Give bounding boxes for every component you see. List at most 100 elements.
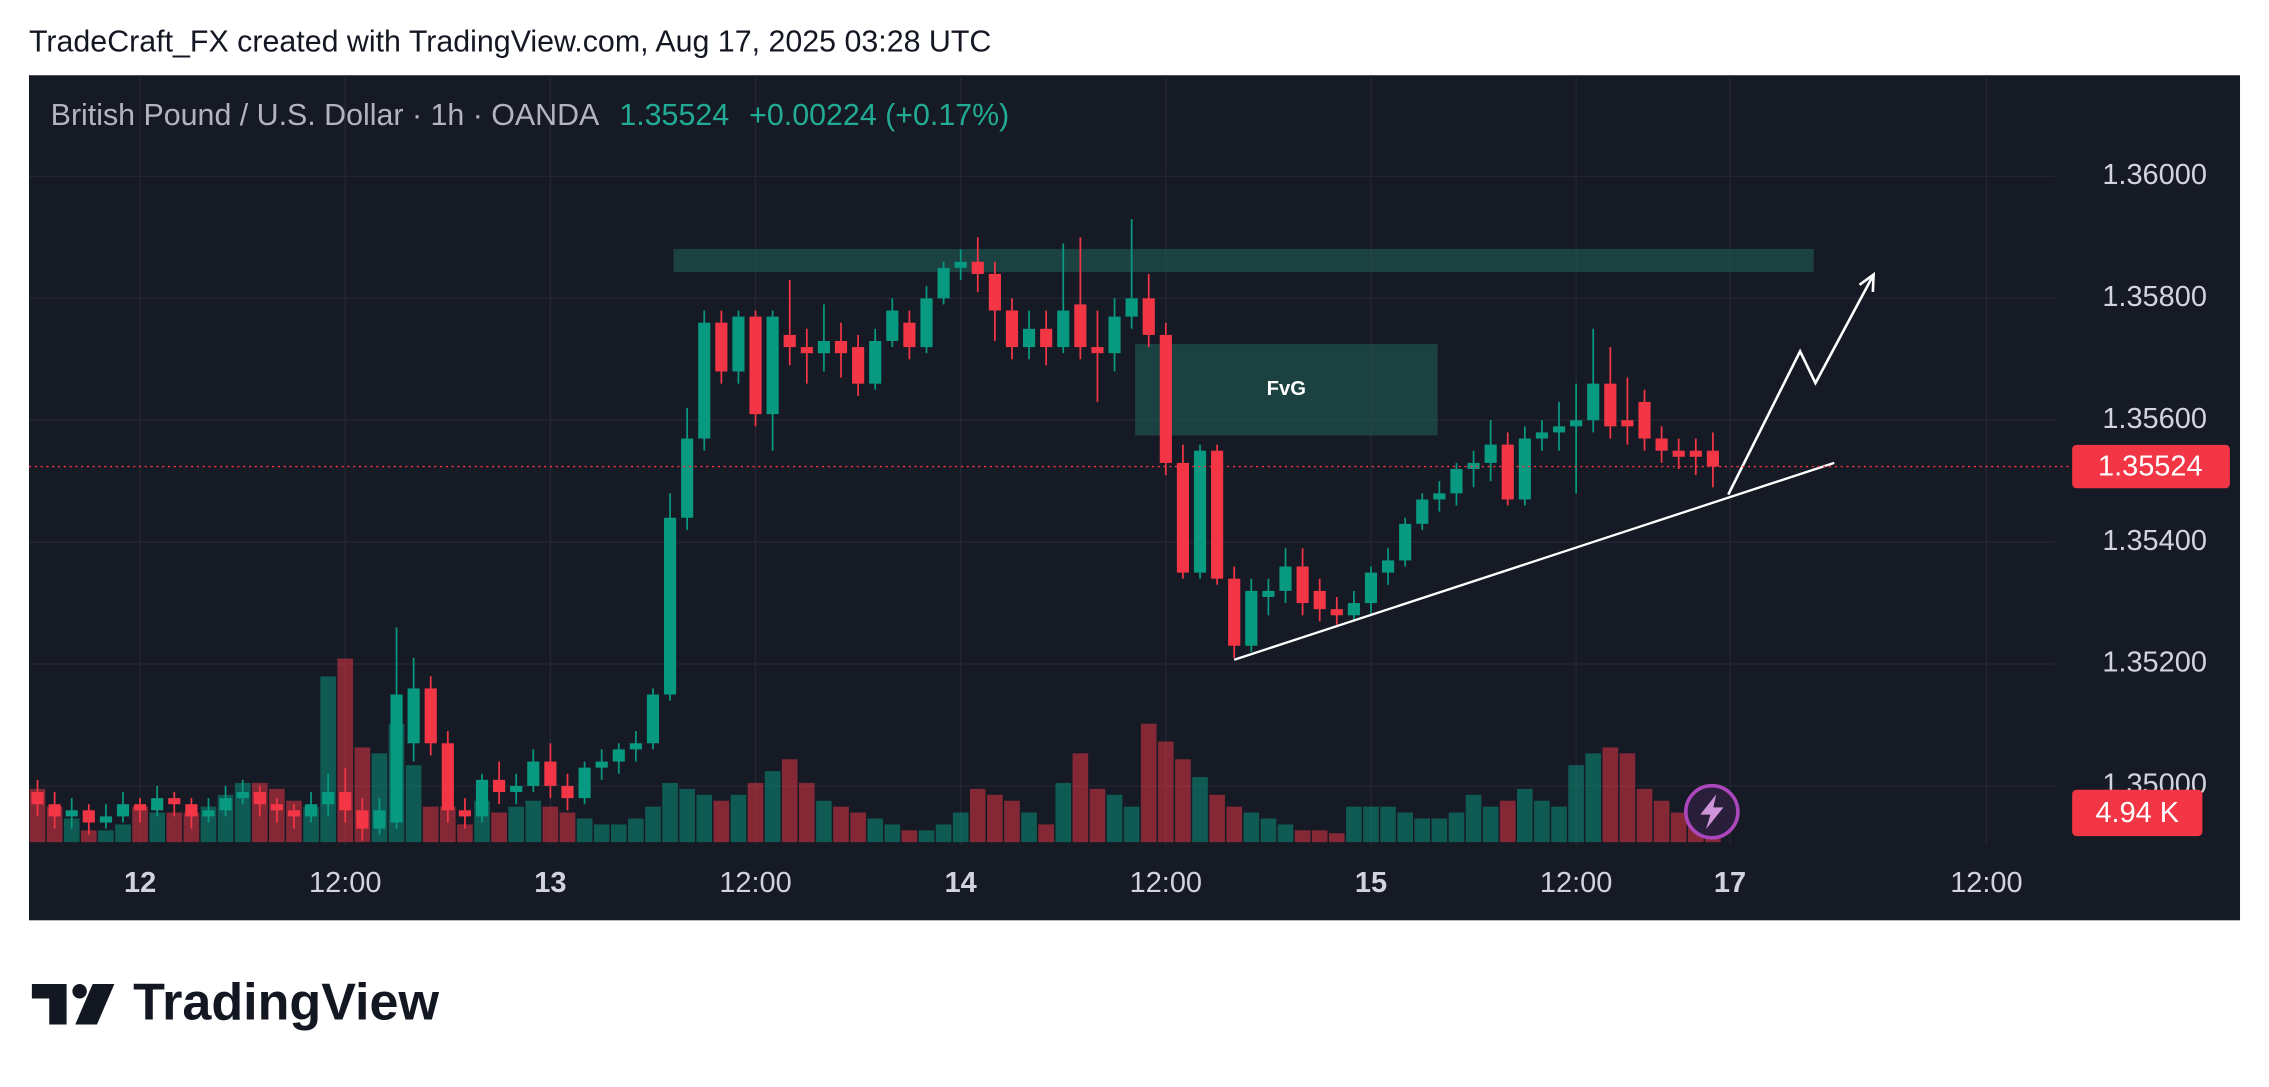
volume-bar xyxy=(1568,765,1584,843)
volume-bar xyxy=(149,812,166,843)
volume-bar xyxy=(1140,723,1157,843)
candle-body xyxy=(1142,298,1155,335)
volume-bar xyxy=(662,782,678,843)
volume-bar xyxy=(1380,806,1396,843)
candle-body xyxy=(65,810,78,817)
volume-bar xyxy=(1328,833,1345,843)
candle-body xyxy=(1125,298,1138,317)
candle-body xyxy=(646,694,660,744)
candle-body xyxy=(1176,462,1190,573)
zone xyxy=(1135,344,1438,436)
candle-body xyxy=(544,761,557,786)
volume-bar xyxy=(1346,806,1362,843)
volume-bar xyxy=(1123,806,1140,843)
volume-bar xyxy=(457,824,473,843)
volume-bar xyxy=(764,771,781,843)
candle-body xyxy=(783,334,796,348)
x-tick-label: 12:00 xyxy=(719,867,791,899)
candle-body xyxy=(356,810,369,829)
volume-bar xyxy=(508,806,525,843)
volume-bar xyxy=(1653,800,1670,843)
candle-body xyxy=(1245,590,1258,646)
candle-body xyxy=(988,273,1001,311)
volume-bar xyxy=(645,806,661,843)
candle-body xyxy=(886,310,899,341)
candle-body xyxy=(834,340,848,354)
candle-body xyxy=(1399,523,1412,561)
volume-bar xyxy=(63,818,80,843)
candle-body xyxy=(1108,316,1121,354)
candle-body xyxy=(1570,420,1583,427)
candle-body xyxy=(48,804,61,817)
volume-bar xyxy=(525,800,542,843)
volume-bar xyxy=(610,824,627,843)
volume-bar xyxy=(781,759,798,843)
volume-label: 4.94 K xyxy=(2095,797,2179,829)
candle-body xyxy=(1535,432,1549,439)
volume-bar xyxy=(1482,806,1499,843)
x-tick-label: 12:00 xyxy=(1130,867,1202,899)
volume-bar xyxy=(80,830,97,843)
volume-bar xyxy=(799,782,815,843)
volume-bar xyxy=(1397,812,1413,843)
symbol-info: British Pound / U.S. Dollar · 1h · OANDA… xyxy=(51,98,1010,132)
plot: 12 12:00 13 12:00 14 12:00 15 12:00 17 12:001.350… xyxy=(28,75,2230,899)
candle-body xyxy=(373,810,386,829)
volume-bar xyxy=(1465,794,1482,843)
volume-bar xyxy=(696,794,713,843)
last-price: 1.35524 xyxy=(619,98,729,132)
candle-body xyxy=(82,810,95,823)
volume-bar xyxy=(132,806,148,843)
logo-dot xyxy=(72,983,87,999)
volume-bar xyxy=(405,765,422,843)
volume-bar xyxy=(1260,818,1277,843)
volume-bar xyxy=(320,676,336,843)
candle-body xyxy=(1604,383,1617,427)
volume-bar xyxy=(1431,818,1448,843)
volume-bar xyxy=(1363,806,1379,843)
y-tick-label: 1.35600 xyxy=(2102,403,2207,435)
volume-bar xyxy=(1038,824,1054,843)
volume-bar xyxy=(679,788,695,843)
volume-tag xyxy=(2072,789,2203,837)
y-tick-label: 1.35800 xyxy=(2102,281,2207,313)
candle-body xyxy=(510,785,523,793)
candle-body xyxy=(1262,590,1275,597)
volume-bar xyxy=(1294,830,1311,843)
volume-bar xyxy=(1670,812,1687,843)
volume-bar xyxy=(1448,812,1465,843)
volume-bar xyxy=(1192,777,1208,843)
volume-bar xyxy=(559,812,576,843)
volume-bar xyxy=(1277,824,1294,843)
volume-bar xyxy=(1158,741,1174,843)
volume-bar xyxy=(440,806,456,843)
volume-bar xyxy=(1585,753,1602,843)
candle-body xyxy=(629,743,642,750)
volume-bar xyxy=(1619,753,1636,843)
trendline xyxy=(1233,461,1835,661)
candle-body xyxy=(493,779,506,793)
volume-bar xyxy=(969,788,986,843)
candle-body xyxy=(1381,560,1395,573)
candle-body xyxy=(800,347,813,354)
volume-bar xyxy=(952,812,969,843)
price-change: +0.00224 (+0.17%) xyxy=(749,98,1009,132)
last-price-label: 1.35524 xyxy=(2098,451,2203,483)
volume-bar xyxy=(1311,830,1328,843)
x-tick-label: 12:00 xyxy=(1540,867,1612,899)
projection-arrow xyxy=(1727,273,1875,496)
candle-body xyxy=(1706,450,1719,467)
volume-bar xyxy=(713,800,730,843)
volume-bar xyxy=(816,800,832,843)
candle-body xyxy=(134,804,147,811)
y-tick-label: 1.35400 xyxy=(2102,525,2207,557)
volume-bar xyxy=(1551,806,1567,843)
volume-bar xyxy=(1534,800,1550,843)
candle-body xyxy=(903,322,916,348)
candle-body xyxy=(151,798,164,811)
logo: TradingView xyxy=(31,973,439,1031)
candle-body xyxy=(578,767,591,799)
volume-bar xyxy=(1072,753,1089,843)
